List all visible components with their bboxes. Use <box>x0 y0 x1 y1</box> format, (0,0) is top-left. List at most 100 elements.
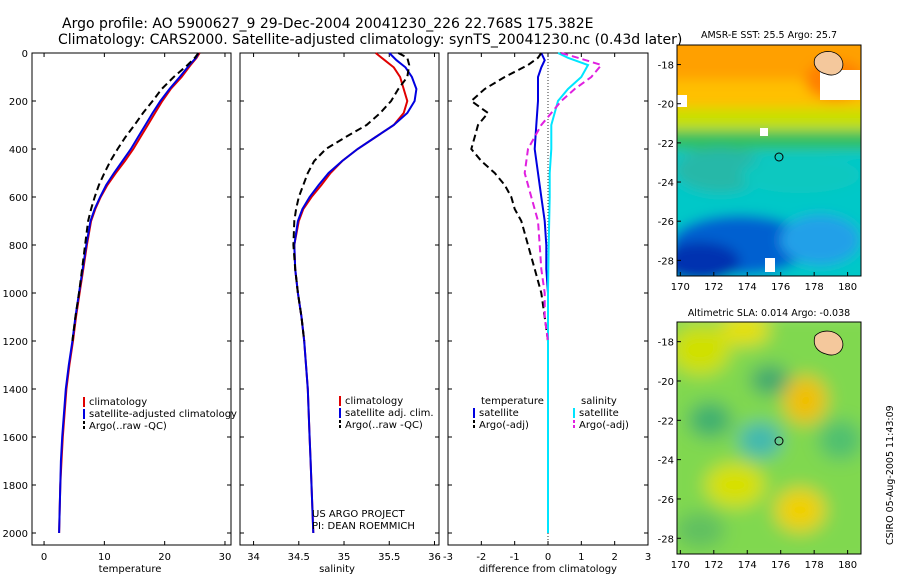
salinity-xlabel: salinity <box>319 564 355 575</box>
temperature-ticks: 0 10 20 30 0 200 400 600 800 1000 1200 1400 1600 1800… <box>3 49 232 563</box>
side-stamp: CSIRO 05-Aug-2005 11:43:09 <box>885 405 896 545</box>
difference-xtick-label: 0 <box>545 552 551 563</box>
sla-argo-marker <box>774 436 784 446</box>
temperature-xlabel: temperature <box>99 564 162 575</box>
sla-ytick-label: -18 <box>658 338 674 349</box>
sla-xtick-label: 178 <box>805 560 824 571</box>
difference-profile-chart: -3 -2 -1 0 1 2 3 difference from climatology t… <box>443 52 651 575</box>
sst-frame <box>676 44 862 277</box>
figure-title-line1: Argo profile: AO 5900627_9 29-Dec-2004 2… <box>62 16 593 32</box>
sst-missing-3 <box>765 258 775 272</box>
sla-xtick-label: 172 <box>704 560 723 571</box>
difference-xtick-label: -3 <box>443 552 453 563</box>
sst-xtick-label: 172 <box>704 282 723 293</box>
sla-ytick-label: -22 <box>658 416 674 427</box>
sla-frame <box>676 321 862 555</box>
salinity-ticks: 34 34.5 35 35.5 36 <box>240 52 441 563</box>
sla-map: Altimetric SLA: 0.014 Argo: -0.038 170 17… <box>658 308 862 571</box>
sla-ytick-label: -24 <box>658 456 674 467</box>
depth-ytick-label: 200 <box>9 97 28 108</box>
temperature-xtick-label: 30 <box>219 552 232 563</box>
credit-line1: US ARGO PROJECT <box>312 509 406 520</box>
sst-island <box>813 51 844 76</box>
legend-label: Argo(-adj) <box>579 420 629 431</box>
difference-series <box>469 52 604 533</box>
difference-xtick-label: 1 <box>578 552 584 563</box>
sst-ytick-label: -26 <box>658 217 674 228</box>
legend-label: satellite <box>579 408 619 419</box>
difference-legend: temperaturesatelliteArgo(-adj)salinitysa… <box>473 396 629 431</box>
legend-label: Argo(..raw -QC) <box>345 420 423 431</box>
legend-label: climatology <box>345 396 403 407</box>
depth-ytick-label: 1800 <box>3 481 28 492</box>
figure-title-line2: Climatology: CARS2000. Satellite-adjuste… <box>58 32 682 48</box>
temperature-series-climatology <box>58 52 201 534</box>
difference-xtick-label: -1 <box>510 552 520 563</box>
sla-green-1 <box>818 420 861 460</box>
temperature-plot-frame <box>31 52 232 546</box>
sst-missing-1 <box>677 95 687 107</box>
sst-xtick-label: 170 <box>671 282 690 293</box>
depth-ytick-label: 1000 <box>3 289 28 300</box>
depth-ytick-label: 600 <box>9 193 28 204</box>
legend-label: satellite adj. clim. <box>345 408 434 419</box>
difference-xlabel: difference from climatology <box>479 564 617 575</box>
legend-label: Argo(..raw -QC) <box>89 421 167 432</box>
sla-yellow-3 <box>705 463 765 507</box>
salinity-xtick-label: 35 <box>338 552 351 563</box>
salinity-xtick-label: 34.5 <box>288 552 310 563</box>
sst-ytick-label: -28 <box>658 256 674 267</box>
sla-teal-1 <box>688 402 732 438</box>
salinity-profile-chart: 34 34.5 35 35.5 36 salinity climatologysatel… <box>239 52 441 575</box>
salinity-series-satellite-adj-clim- <box>293 52 418 534</box>
sst-land-mask <box>820 70 860 100</box>
difference-xtick-label: 3 <box>645 552 651 563</box>
temperature-series-argo-raw-qc- <box>71 52 200 342</box>
legend-label: climatology <box>89 397 147 408</box>
sla-ytick-label: -20 <box>658 377 674 388</box>
sla-orange-1 <box>783 376 827 424</box>
sla-island <box>813 330 844 356</box>
legend-label: temperature <box>481 396 544 407</box>
difference-xtick-label: -2 <box>476 552 486 563</box>
sst-argo-marker <box>774 152 784 162</box>
depth-ytick-label: 1400 <box>3 385 28 396</box>
depth-ytick-label: 1600 <box>3 433 28 444</box>
sst-missing-2 <box>760 128 768 136</box>
sla-xtick-label: 180 <box>838 560 857 571</box>
sst-mid-patch <box>780 215 860 265</box>
sla-yellow-4 <box>775 488 825 532</box>
sst-map-title: AMSR-E SST: 25.5 Argo: 25.7 <box>701 30 837 41</box>
sst-xtick-label: 180 <box>838 282 857 293</box>
sla-xtick-label: 176 <box>771 560 790 571</box>
depth-ytick-label: 800 <box>9 241 28 252</box>
sla-cyan-1 <box>738 422 782 458</box>
temperature-series <box>58 52 201 534</box>
sst-green-band <box>677 130 861 150</box>
sla-teal-2 <box>750 365 790 395</box>
legend-label: salinity <box>581 396 617 407</box>
sla-yellow-1 <box>677 325 730 375</box>
depth-ytick-label: 2000 <box>3 529 28 540</box>
sst-xtick-label: 178 <box>805 282 824 293</box>
salinity-plot-frame <box>239 52 440 546</box>
salinity-series <box>292 52 418 534</box>
difference-series-argo-adj- <box>523 52 604 342</box>
sst-xtick-label: 176 <box>771 282 790 293</box>
credit-line2: PI: DEAN ROEMMICH <box>312 521 415 532</box>
sla-field <box>677 322 861 554</box>
salinity-xtick-label: 35.5 <box>378 552 400 563</box>
temperature-xtick-label: 0 <box>41 552 47 563</box>
difference-ticks: -3 -2 -1 0 1 2 3 <box>443 52 651 563</box>
sla-ytick-label: -26 <box>658 495 674 506</box>
sla-yellow-2 <box>720 322 770 345</box>
difference-series-satellite <box>547 52 590 533</box>
sst-ytick-label: -24 <box>658 178 674 189</box>
sst-ytick-label: -20 <box>658 100 674 111</box>
sst-ytick-label: -18 <box>658 61 674 72</box>
sla-green-2 <box>677 512 725 548</box>
sst-ticks: 170 172 174 176 178 180 -18 -20 -22 -24 -26 -28 <box>658 61 858 293</box>
sst-map: AMSR-E SST: 25.5 Argo: 25.7 <box>658 30 862 293</box>
